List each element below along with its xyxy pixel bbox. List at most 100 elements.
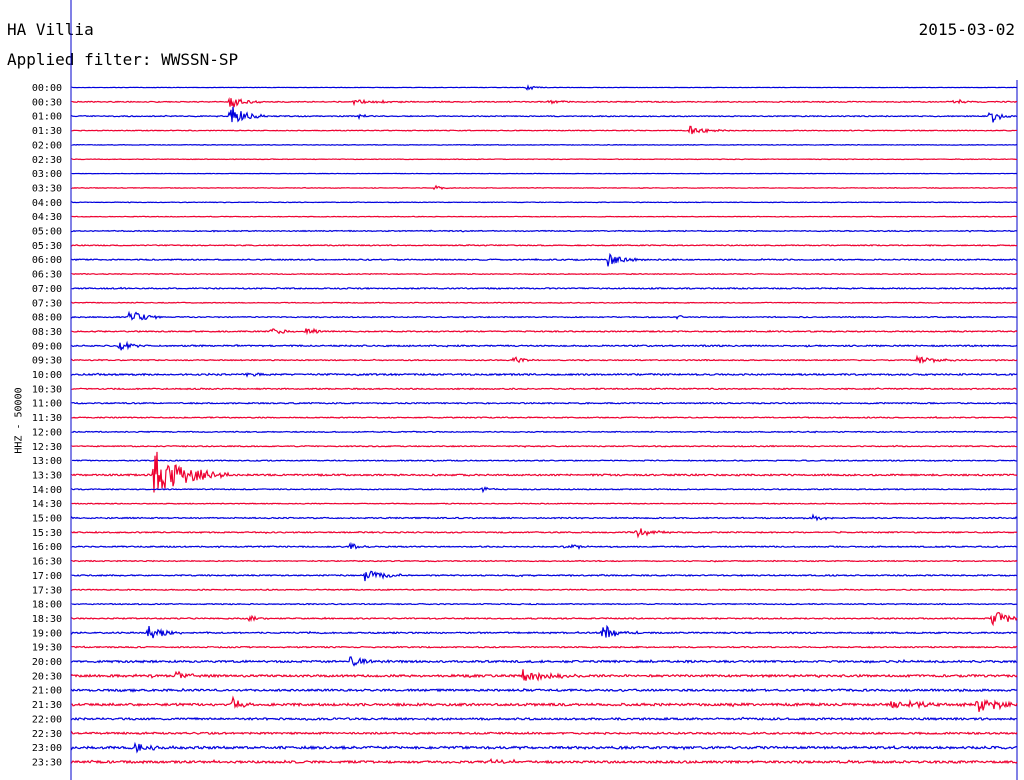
trace-2330 xyxy=(71,758,1018,765)
tick-label: 14:00 xyxy=(32,485,62,496)
tick-label: 01:30 xyxy=(32,126,62,137)
trace-0900 xyxy=(71,340,1018,351)
trace-0600 xyxy=(71,252,1018,267)
tick-label: 19:00 xyxy=(32,628,62,639)
trace-1730 xyxy=(71,588,1018,592)
tick-label: 11:30 xyxy=(32,413,62,424)
trace-2000 xyxy=(71,656,1018,667)
date-label: 2015-03-02 xyxy=(918,20,1015,39)
trace-1530 xyxy=(71,528,1018,539)
tick-label: 08:00 xyxy=(32,313,62,324)
trace-2030 xyxy=(71,669,1018,682)
tick-label: 02:30 xyxy=(32,155,62,166)
tick-label: 14:30 xyxy=(32,499,62,510)
tick-label: 00:30 xyxy=(32,97,62,108)
seismic-traces xyxy=(71,84,1018,765)
trace-0200 xyxy=(71,143,1018,147)
trace-0530 xyxy=(71,244,1018,247)
tick-label: 18:00 xyxy=(32,600,62,611)
tick-label: 23:30 xyxy=(32,757,62,768)
tick-label: 12:30 xyxy=(32,442,62,453)
trace-0700 xyxy=(71,286,1018,290)
tick-label: 20:00 xyxy=(32,657,62,668)
trace-0830 xyxy=(71,327,1018,336)
tick-label: 13:00 xyxy=(32,456,62,467)
tick-label: 13:30 xyxy=(32,470,62,481)
trace-1130 xyxy=(71,415,1018,419)
trace-1930 xyxy=(71,645,1018,649)
tick-label: 21:00 xyxy=(32,686,62,697)
tick-label: 07:30 xyxy=(32,298,62,309)
station-title: HA Villia xyxy=(7,20,94,39)
tick-label: 12:00 xyxy=(32,427,62,438)
tick-label: 11:00 xyxy=(32,399,62,410)
trace-0730 xyxy=(71,301,1018,305)
trace-2130 xyxy=(71,695,1018,712)
tick-label: 06:00 xyxy=(32,255,62,266)
trace-2230 xyxy=(71,730,1018,736)
tick-label: 18:30 xyxy=(32,614,62,625)
tick-label: 19:30 xyxy=(32,643,62,654)
tick-label: 06:30 xyxy=(32,270,62,281)
tick-label: 16:00 xyxy=(32,542,62,553)
tick-label: 22:30 xyxy=(32,729,62,740)
tick-label: 17:00 xyxy=(32,571,62,582)
tick-label: 08:30 xyxy=(32,327,62,338)
tick-label: 20:30 xyxy=(32,671,62,682)
tick-label: 00:00 xyxy=(32,83,62,94)
tick-label: 15:30 xyxy=(32,528,62,539)
trace-2300 xyxy=(71,741,1018,754)
trace-1430 xyxy=(71,502,1018,505)
tick-label: 17:30 xyxy=(32,585,62,596)
tick-label: 05:30 xyxy=(32,241,62,252)
trace-0430 xyxy=(71,215,1018,218)
trace-0230 xyxy=(71,158,1018,161)
tick-label: 22:00 xyxy=(32,714,62,725)
tick-label: 02:00 xyxy=(32,140,62,151)
trace-0030 xyxy=(71,96,1018,108)
trace-1900 xyxy=(71,624,1018,639)
trace-0930 xyxy=(71,354,1018,364)
trace-1500 xyxy=(71,513,1018,522)
trace-1400 xyxy=(71,486,1018,494)
trace-0400 xyxy=(71,201,1018,204)
tick-label: 15:00 xyxy=(32,514,62,525)
tick-label: 01:00 xyxy=(32,112,62,123)
trace-2200 xyxy=(71,716,1018,722)
trace-1330 xyxy=(71,451,1018,493)
trace-0630 xyxy=(71,272,1018,276)
trace-1000 xyxy=(71,372,1018,378)
trace-1630 xyxy=(71,559,1018,563)
tick-label: 21:30 xyxy=(32,700,62,711)
tick-label: 04:00 xyxy=(32,198,62,209)
tick-label: 03:30 xyxy=(32,183,62,194)
time-tick-labels: 00:00 00:30 01:00 01:30 02:00 02:30 03:00 03:30… xyxy=(32,83,62,768)
trace-0100 xyxy=(71,106,1018,123)
tick-label: 07:00 xyxy=(32,284,62,295)
trace-1230 xyxy=(71,444,1018,448)
tick-label: 09:30 xyxy=(32,356,62,367)
tick-label: 04:30 xyxy=(32,212,62,223)
tick-label: 09:00 xyxy=(32,341,62,352)
trace-0800 xyxy=(71,310,1018,321)
tick-label: 16:30 xyxy=(32,557,62,568)
trace-2100 xyxy=(71,687,1018,693)
trace-0330 xyxy=(71,184,1017,191)
trace-1100 xyxy=(71,401,1018,405)
trace-0000 xyxy=(71,84,1018,91)
trace-1030 xyxy=(71,387,1018,391)
trace-1600 xyxy=(71,541,1018,550)
trace-1300 xyxy=(71,459,1018,463)
tick-label: 23:00 xyxy=(32,743,62,754)
trace-1800 xyxy=(71,602,1018,606)
trace-1200 xyxy=(71,430,1018,434)
tick-label: 10:00 xyxy=(32,370,62,381)
trace-0300 xyxy=(71,172,1018,175)
tick-label: 03:00 xyxy=(32,169,62,180)
trace-0500 xyxy=(71,229,1018,233)
trace-1830 xyxy=(71,612,1018,627)
trace-0130 xyxy=(71,125,1018,135)
filter-label: Applied filter: WWSSN-SP xyxy=(7,50,239,69)
tick-label: 10:30 xyxy=(32,384,62,395)
